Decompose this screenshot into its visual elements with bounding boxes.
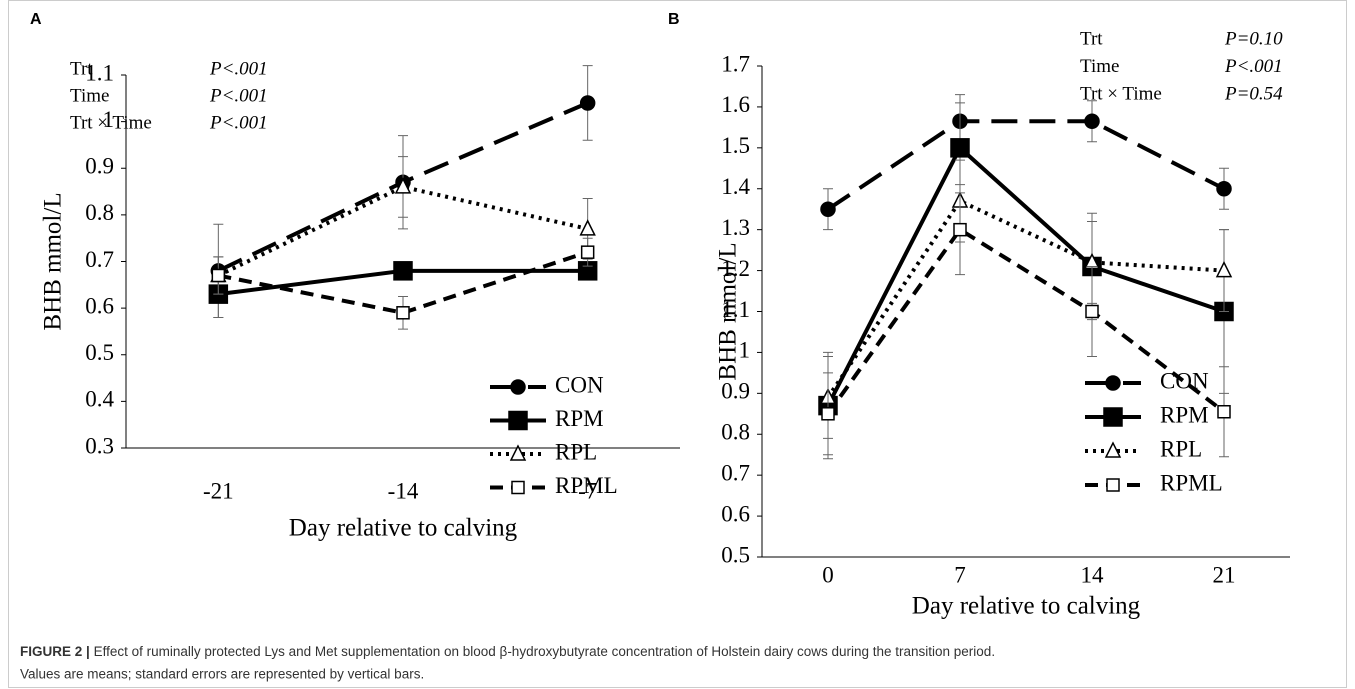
stat-p: P=0.10	[1224, 28, 1283, 49]
y-tick-label: 0.7	[721, 460, 750, 485]
marker	[1103, 407, 1123, 427]
x-axis-title: Day relative to calving	[912, 593, 1141, 620]
y-tick-label: 0.9	[85, 154, 114, 179]
marker	[950, 138, 970, 158]
marker	[1105, 375, 1121, 391]
marker	[511, 480, 525, 495]
legend-label: RPML	[555, 473, 618, 498]
y-tick-label: 1.2	[721, 256, 750, 281]
y-axis-title: BHB mmol/L	[40, 192, 67, 330]
y-tick-label: 0.7	[85, 247, 114, 272]
y-tick-label: 1.5	[721, 133, 750, 158]
series-line	[826, 144, 1225, 407]
marker	[1106, 478, 1120, 492]
marker	[579, 95, 596, 111]
marker	[394, 177, 412, 194]
y-tick-label: 1.1	[85, 60, 114, 85]
stat-p: P<.001	[209, 85, 268, 106]
y-tick-label: 0.3	[85, 433, 114, 458]
stat-p: P<.001	[209, 58, 268, 79]
y-tick-label: 1.6	[721, 92, 750, 117]
caption: FIGURE 2 | Effect of ruminally protected…	[20, 644, 995, 659]
marker	[393, 261, 413, 281]
marker	[1084, 113, 1100, 129]
stat-term: Time	[70, 85, 109, 106]
series-line	[217, 250, 589, 315]
legend-label: RPL	[555, 439, 597, 464]
marker	[580, 245, 595, 259]
y-axis-title: BHB mmol/L	[715, 242, 742, 380]
stat-term: Trt × Time	[1080, 83, 1162, 104]
y-tick-label: 1.1	[721, 297, 750, 322]
legend-label: CON	[555, 372, 604, 397]
y-tick-label: 0.5	[85, 340, 114, 365]
legend-label: RPM	[555, 406, 604, 431]
caption-label: FIGURE 2 |	[20, 644, 90, 659]
legend-label: RPL	[1160, 436, 1202, 461]
legend-label: RPM	[1160, 402, 1209, 427]
marker	[396, 306, 410, 320]
y-tick-label: 1.4	[721, 174, 750, 199]
x-tick-label: -14	[388, 478, 419, 503]
x-tick-label: -7	[578, 478, 597, 503]
legend-label: RPML	[1160, 470, 1223, 495]
y-tick-label: 1.7	[721, 51, 750, 76]
marker	[821, 407, 835, 421]
marker	[509, 444, 527, 461]
stat-term: Trt	[1080, 28, 1103, 49]
stat-p: P<.001	[209, 112, 268, 133]
stat-p: P=0.54	[1224, 83, 1283, 104]
x-tick-label: 14	[1081, 562, 1105, 587]
marker	[1216, 181, 1232, 197]
marker	[1215, 260, 1233, 278]
series-line	[826, 198, 1225, 399]
legend-label: CON	[1160, 368, 1209, 393]
stat-term: Trt	[70, 58, 93, 79]
marker	[510, 379, 526, 395]
marker	[820, 201, 836, 217]
x-tick-label: 21	[1213, 562, 1236, 587]
stat-term: Time	[1080, 56, 1119, 77]
y-tick-label: 0.4	[85, 387, 114, 412]
y-tick-label: 1	[103, 107, 115, 132]
x-axis-title: Day relative to calving	[289, 515, 518, 542]
y-tick-label: 1.3	[721, 215, 750, 240]
x-tick-label: 0	[822, 562, 834, 587]
y-tick-label: 0.6	[721, 501, 750, 526]
y-tick-label: 0.8	[721, 420, 750, 445]
y-tick-label: 0.5	[721, 542, 750, 567]
marker	[1217, 404, 1231, 419]
y-tick-label: 0.9	[721, 379, 750, 404]
y-tick-label: 0.6	[85, 293, 114, 318]
caption-text: Effect of ruminally protected Lys and Me…	[94, 644, 996, 659]
marker	[579, 219, 596, 236]
marker	[953, 222, 967, 237]
caption-text: Values are means; standard errors are re…	[20, 667, 424, 682]
frame	[8, 0, 1347, 688]
marker	[211, 268, 226, 283]
panel-label: A	[30, 11, 42, 28]
marker	[508, 410, 528, 431]
series-line	[826, 119, 1225, 211]
y-tick-label: 1	[739, 338, 751, 363]
x-tick-label: 7	[954, 562, 966, 587]
marker	[1085, 304, 1099, 319]
stat-term: Trt × Time	[70, 112, 152, 133]
panel-label: B	[668, 11, 680, 28]
marker	[1104, 441, 1122, 458]
series-line	[826, 226, 1226, 415]
y-tick-label: 0.8	[85, 200, 114, 225]
x-tick-label: -21	[203, 478, 234, 503]
stat-p: P<.001	[1224, 56, 1283, 77]
